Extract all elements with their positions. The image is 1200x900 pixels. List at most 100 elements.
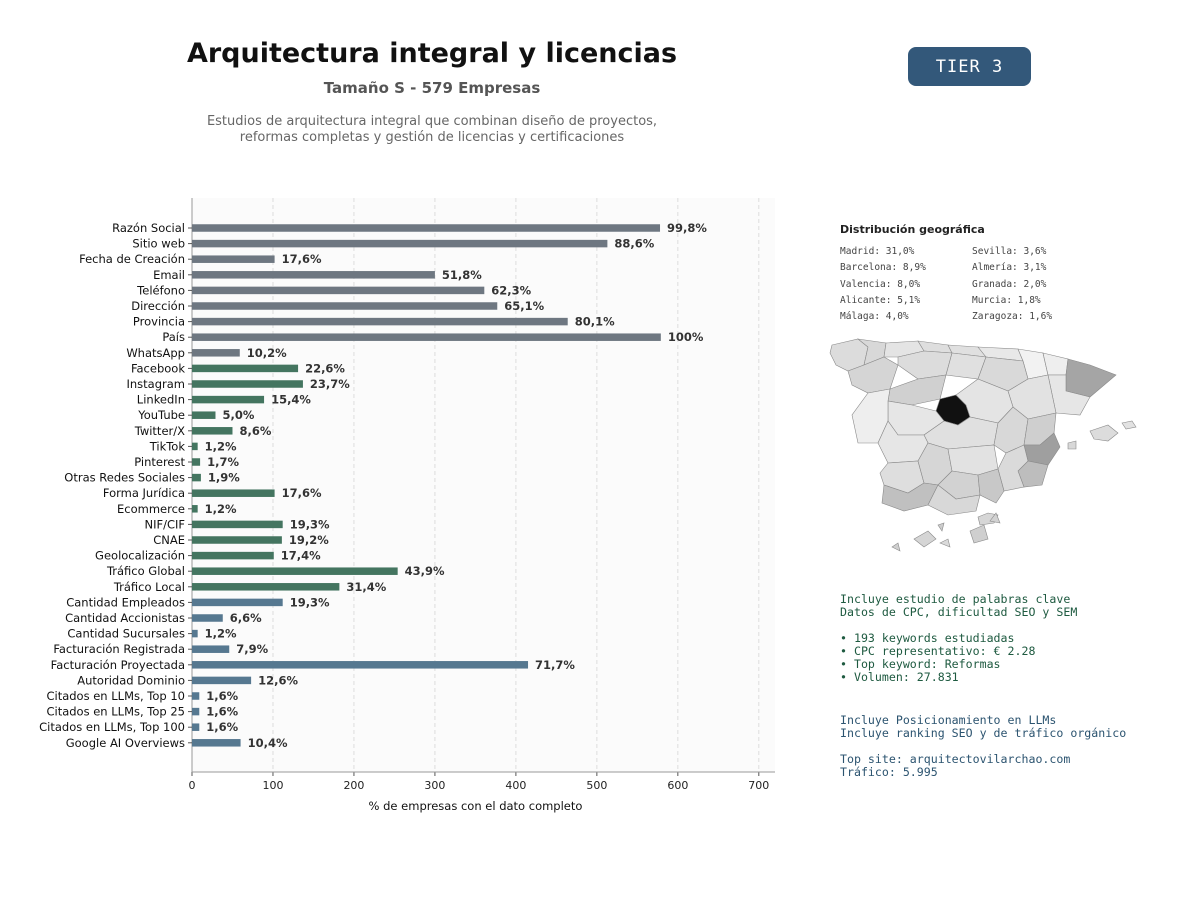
llm-line-2: Incluye ranking SEO y de tráfico orgánic… (840, 726, 1127, 741)
map-region (977, 468, 1005, 504)
value-label: 17,6% (282, 252, 322, 266)
map-region (1067, 440, 1077, 450)
category-label: WhatsApp (126, 346, 185, 360)
value-label: 1,2% (205, 627, 237, 641)
keywords-line-1: Incluye estudio de palabras clave (840, 592, 1071, 606)
category-label: Provincia (133, 315, 185, 329)
description: Estudios de arquitectura integral que co… (132, 114, 732, 146)
category-label: YouTube (137, 408, 185, 422)
bar (192, 442, 198, 451)
spain-map (829, 338, 1137, 552)
map-region (847, 356, 899, 394)
top-site: Top site: arquitectovilarchao.com (840, 752, 1071, 766)
llm-line-1: Incluye Posicionamiento en LLMs (840, 713, 1057, 727)
value-label: 100% (668, 330, 704, 344)
bar (192, 364, 299, 373)
geo-item: Valencia: 8,0% (840, 278, 921, 290)
map-region (969, 524, 989, 544)
value-label: 1,2% (205, 439, 237, 453)
geo-item: Barcelona: 8,9% (840, 262, 926, 274)
bar (192, 739, 241, 747)
category-label: Cantidad Accionistas (65, 611, 185, 625)
bar (192, 317, 568, 326)
geo-item: Alicante: 5,1% (840, 294, 921, 306)
value-label: 7,9% (236, 642, 268, 656)
bar (192, 489, 275, 497)
map-region (897, 350, 953, 380)
map-region (927, 484, 981, 516)
bar-chart: 0 100 200 300 400 500 600 700 Razón Social 99,8% S… (39, 198, 775, 813)
bar (192, 551, 274, 560)
category-label: Instagram (126, 377, 185, 391)
category-label: Pinterest (134, 455, 185, 469)
category-label: Geolocalización (95, 549, 185, 563)
bar (192, 692, 200, 700)
bar (192, 333, 661, 341)
bar (192, 224, 661, 232)
category-label: Otras Redes Sociales (64, 471, 185, 485)
bar (192, 302, 498, 310)
geo-item: Sevilla: 3,6% (972, 246, 1047, 257)
map-region (947, 444, 999, 476)
bar (192, 271, 435, 279)
x-axis-label: % de empresas con el dato completo (369, 799, 583, 813)
geo-item: Zaragoza: 1,6% (972, 311, 1053, 323)
map-region (1121, 420, 1137, 430)
map-region (1089, 424, 1119, 442)
map-region (939, 538, 951, 548)
keywords-block: Incluye estudio de palabras clave Datos … (840, 592, 1078, 685)
bar (192, 380, 303, 388)
category-label: Email (153, 268, 185, 282)
page-title: Arquitectura integral y licencias (186, 38, 678, 69)
keywords-bullet: • Volumen: 27.831 (840, 670, 959, 685)
bar (192, 349, 240, 357)
bar (192, 661, 529, 669)
value-label: 65,1% (504, 299, 544, 313)
category-label: Citados en LLMs, Top 10 (46, 689, 185, 703)
value-label: 1,6% (206, 689, 238, 703)
category-label: Tráfico Global (106, 564, 185, 578)
category-label: Fecha de Creación (79, 252, 185, 266)
keywords-bullet: • CPC representativo: € 2.28 (840, 643, 1036, 658)
value-label: 17,4% (281, 549, 321, 563)
category-label: TikTok (149, 439, 186, 453)
value-label: 31,4% (346, 580, 386, 594)
value-label: 17,6% (282, 486, 322, 500)
description-line-1: Estudios de arquitectura integral que co… (206, 114, 658, 129)
map-region (913, 530, 937, 548)
bar (192, 286, 485, 295)
bar (192, 458, 201, 466)
x-tick-label: 500 (586, 779, 607, 792)
value-label: 6,6% (230, 611, 262, 625)
top-site-block: Top site: arquitectovilarchao.com Tráfic… (840, 752, 1071, 780)
value-label: 10,2% (247, 346, 287, 360)
bar (192, 239, 608, 248)
x-tick-label: 400 (505, 779, 526, 792)
value-label: 5,0% (222, 408, 254, 422)
geo-item: Madrid: 31,0% (840, 246, 915, 257)
category-label: Forma Jurídica (103, 486, 185, 500)
bar (192, 536, 282, 544)
category-label: Autoridad Dominio (77, 673, 185, 687)
category-label: Twitter/X (134, 424, 185, 438)
value-label: 62,3% (491, 283, 531, 297)
category-label: Cantidad Sucursales (67, 627, 185, 641)
bar (192, 473, 201, 482)
category-label: Sitio web (132, 237, 185, 251)
value-label: 1,6% (206, 720, 238, 734)
geo-item: Almería: 3,1% (972, 262, 1047, 274)
bar (192, 598, 283, 607)
bar (192, 505, 198, 513)
category-label: Facebook (131, 361, 185, 375)
value-label: 1,6% (206, 705, 238, 719)
page-subtitle: Tamaño S - 579 Empresas (323, 79, 541, 97)
x-tick-label: 600 (667, 779, 688, 792)
keywords-line-2: Datos de CPC, dificultad SEO y SEM (840, 605, 1078, 620)
bar (192, 583, 340, 591)
map-region (887, 374, 947, 406)
category-label: CNAE (153, 533, 185, 547)
description-line-2: reformas completas y gestión de licencia… (239, 130, 625, 145)
value-label: 43,9% (405, 564, 445, 578)
bar (192, 645, 230, 653)
map-region (891, 542, 901, 552)
